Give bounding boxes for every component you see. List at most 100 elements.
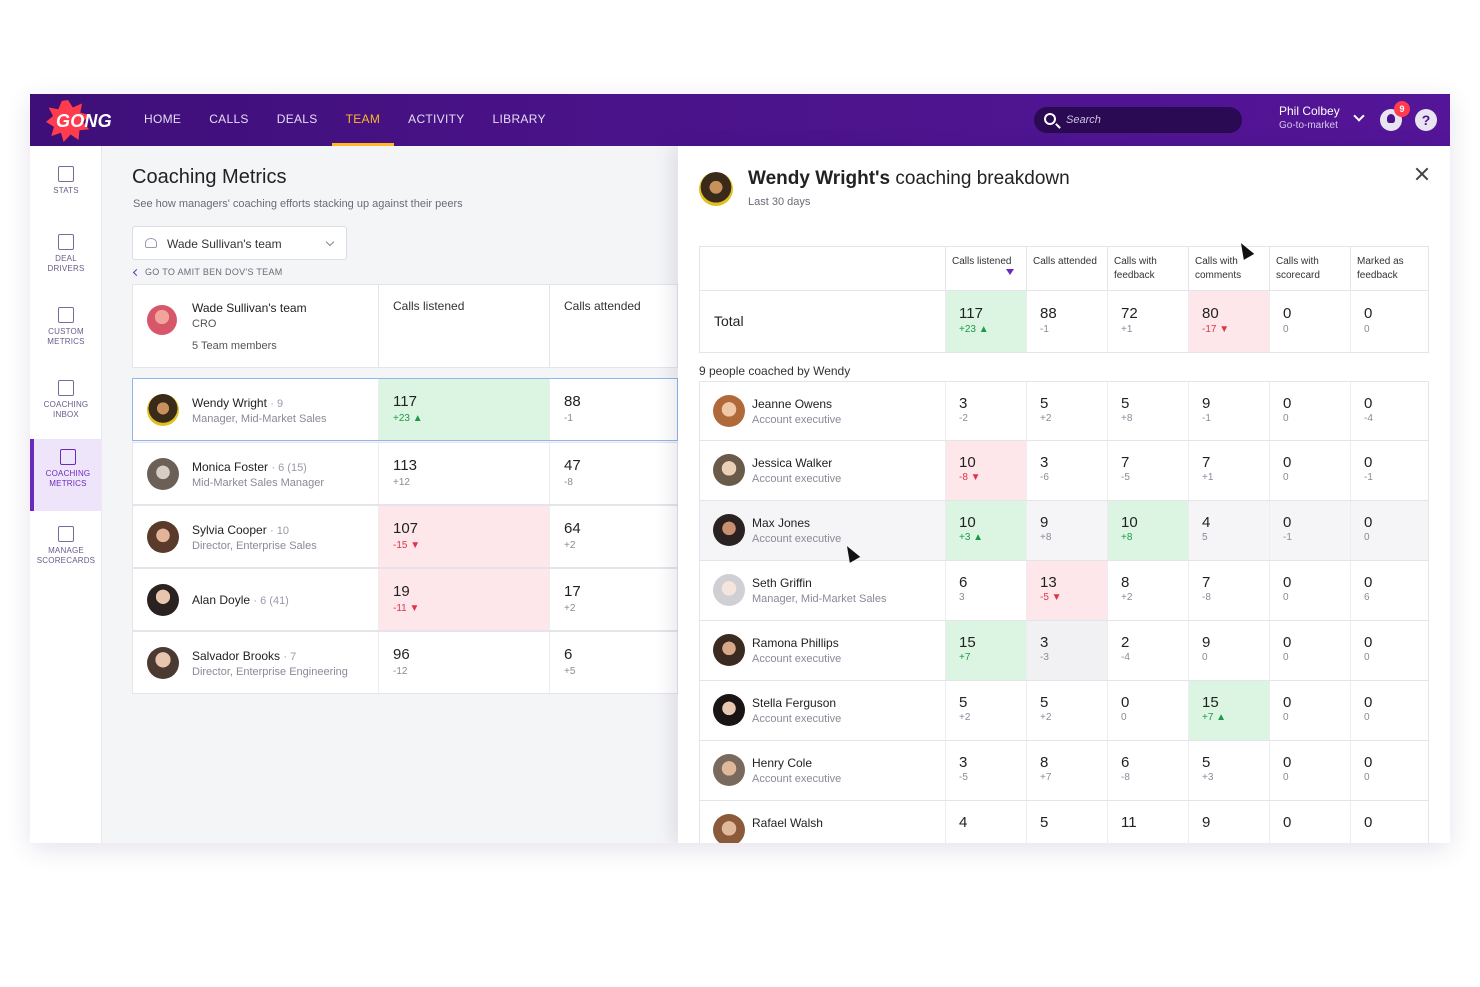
search-box[interactable] — [1034, 107, 1242, 133]
metric-value: 6 — [959, 574, 968, 591]
metric-value: 0 — [1364, 814, 1373, 831]
metric-value: 0 — [1364, 395, 1373, 412]
metric-delta: +12 — [393, 477, 410, 488]
metric-cell: 8 +2 — [1107, 561, 1188, 620]
coaching-breakdown-panel: Wendy Wright's coaching breakdown Last 3… — [678, 146, 1450, 843]
metric-value: 3 — [1040, 454, 1049, 471]
sidebar-item-label: MANAGE SCORECARDS — [36, 546, 96, 565]
help-icon[interactable]: ? — [1415, 109, 1437, 131]
avatar — [713, 814, 745, 843]
nav-activity[interactable]: ACTIVITY — [408, 112, 465, 126]
metric-delta: +7 ▲ — [1202, 712, 1227, 723]
metric-cell: 15 +7 ▲ — [1188, 681, 1269, 740]
user-menu[interactable]: Phil Colbey Go-to-market — [1279, 104, 1340, 131]
metric-delta: -5 ▼ — [1040, 592, 1062, 603]
table-row[interactable]: Monica Foster · 6 (15) Mid-Market Sales … — [132, 442, 678, 505]
sidebar-item-custom-metrics[interactable]: CUSTOM METRICS — [30, 297, 102, 369]
metric-value: 9 — [1202, 634, 1211, 651]
column-header-calls-attended[interactable]: Calls attended — [549, 285, 679, 367]
close-icon[interactable] — [1414, 166, 1430, 182]
metric-value: 80 — [1202, 305, 1219, 322]
people-icon — [145, 238, 157, 248]
nav-home[interactable]: HOME — [144, 112, 182, 126]
metric-cell: 5 +8 — [1107, 382, 1188, 440]
table-row[interactable]: Max Jones Account executive 10 +3 ▲ 9 +8 10 +8 4… — [699, 501, 1429, 561]
search-input[interactable] — [1066, 111, 1236, 129]
sidebar-item-coaching-metrics[interactable]: COACHING METRICS — [30, 439, 102, 511]
column-header-marked-as-feedback[interactable]: Marked as feedback — [1350, 247, 1431, 291]
metric-delta: +2 — [1040, 413, 1052, 424]
column-header-calls-with-comments[interactable]: Calls with comments — [1188, 247, 1269, 291]
metric-delta: +8 — [1040, 532, 1052, 543]
metric-delta: -6 — [1040, 472, 1049, 483]
metric-cell: 0 -1 — [1269, 501, 1350, 560]
table-row[interactable]: Ramona Phillips Account executive 15 +7 3 -3 2… — [699, 621, 1429, 681]
sidebar-item-manage-scorecards[interactable]: MANAGE SCORECARDS — [30, 516, 102, 588]
nav-library[interactable]: LIBRARY — [492, 112, 546, 126]
column-header-calls-listened[interactable]: Calls listened — [945, 247, 1026, 291]
metric-value: 15 — [959, 634, 976, 651]
metric-value: 0 — [1283, 514, 1292, 531]
nav-calls[interactable]: CALLS — [209, 112, 249, 126]
metric-value: 13 — [1040, 574, 1057, 591]
metric-delta: -17 ▼ — [1202, 324, 1230, 335]
team-select[interactable]: Wade Sullivan's team — [132, 226, 347, 260]
table-row[interactable]: Alan Doyle · 6 (41) 19 -11 ▼ 17 +2 — [132, 568, 678, 631]
chevron-down-icon[interactable] — [1353, 110, 1365, 122]
metric-value: 64 — [564, 520, 581, 537]
metric-cell: 5 — [1026, 801, 1107, 843]
metric-delta: 0 — [1283, 472, 1289, 483]
goto-parent-team-link[interactable]: GO TO AMIT BEN DOV'S TEAM — [132, 267, 283, 277]
scorecards-icon — [58, 526, 74, 542]
table-row[interactable]: Sylvia Cooper · 10 Director, Enterprise … — [132, 505, 678, 568]
calls-attended-cell: 64 +2 — [549, 506, 679, 567]
sidebar-item-deal-drivers[interactable]: DEAL DRIVERS — [30, 224, 102, 296]
column-header-calls-listened[interactable]: Calls listened — [378, 285, 549, 367]
person-name: Salvador Brooks · 7 — [192, 649, 296, 663]
person-role: Account executive — [752, 713, 842, 725]
metric-delta: +7 — [959, 652, 971, 663]
nav-deals[interactable]: DEALS — [276, 112, 318, 126]
avatar — [147, 647, 179, 679]
page-title: Coaching Metrics — [132, 166, 287, 188]
metric-cell: 13 -5 ▼ — [1026, 561, 1107, 620]
table-row[interactable]: Rafael Walsh 4 5 11 9 0 0 — [699, 801, 1429, 843]
logo-text: GONG — [56, 111, 112, 131]
gong-logo[interactable]: GONG — [44, 100, 112, 142]
metric-value: 6 — [564, 646, 573, 663]
calls-listened-cell: 19 -11 ▼ — [378, 569, 549, 630]
metric-value: 0 — [1283, 395, 1292, 412]
nav-team[interactable]: TEAM — [331, 94, 395, 146]
metric-value: 7 — [1202, 454, 1211, 471]
table-row[interactable]: Salvador Brooks · 7 Director, Enterprise… — [132, 631, 678, 694]
search-icon — [1044, 113, 1056, 125]
person-name: Ramona Phillips — [752, 636, 839, 650]
metric-value: 0 — [1364, 634, 1373, 651]
lightbulb-glyph — [1387, 114, 1395, 123]
column-header-calls-attended[interactable]: Calls attended — [1026, 247, 1107, 291]
person-role: Mid-Market Sales Manager — [192, 477, 325, 489]
column-header-calls-with-scorecard[interactable]: Calls with scorecard — [1269, 247, 1350, 291]
metric-delta: -1 — [564, 413, 573, 424]
calls-listened-cell: 113 +12 — [378, 443, 549, 504]
table-row[interactable]: Henry Cole Account executive 3 -5 8 +7 6 -8 5 +3 0… — [699, 741, 1429, 801]
metric-value: 8 — [1121, 574, 1130, 591]
person-count-value: 6 (15) — [278, 462, 307, 474]
sidebar-item-stats[interactable]: STATS — [30, 156, 102, 228]
sidebar-item-coaching-inbox[interactable]: COACHING INBOX — [30, 370, 102, 442]
table-row[interactable]: Wendy Wright · 9 Manager, Mid-Market Sal… — [132, 378, 678, 441]
table-row[interactable]: Jeanne Owens Account executive 3 -2 5 +2 5 +8 9-… — [699, 381, 1429, 441]
metric-delta: -1 — [1202, 413, 1211, 424]
person-count-value: 9 — [277, 398, 284, 410]
metric-value: 0 — [1283, 694, 1292, 711]
avatar — [713, 395, 745, 427]
table-row[interactable]: Stella Ferguson Account executive 5 +2 5 +2 0 0… — [699, 681, 1429, 741]
column-header-calls-with-feedback[interactable]: Calls with feedback — [1107, 247, 1188, 291]
table-row[interactable]: Jessica Walker Account executive 10 -8 ▼ 3 -6… — [699, 441, 1429, 501]
table-row[interactable]: Seth Griffin Manager, Mid-Market Sales 6 3 1… — [699, 561, 1429, 621]
